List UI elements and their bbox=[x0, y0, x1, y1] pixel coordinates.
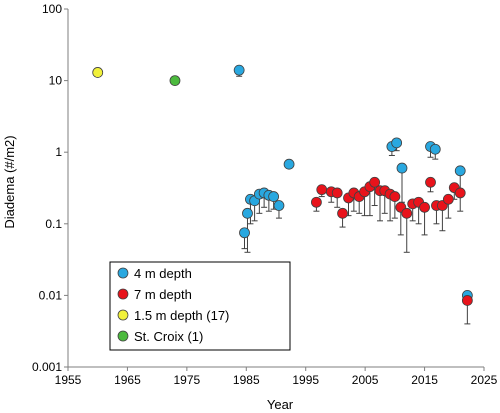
data-point bbox=[239, 227, 250, 239]
data-points bbox=[92, 64, 473, 306]
x-ticks: 1955 1965 1975 1985 1995 2005 2015 2025 bbox=[55, 367, 498, 387]
data-point bbox=[242, 207, 253, 219]
x-tick-label: 1975 bbox=[174, 373, 201, 387]
legend-label: 7 m depth bbox=[134, 287, 192, 302]
x-tick-label: 1985 bbox=[233, 373, 260, 387]
data-point bbox=[454, 165, 466, 177]
y-ticks: 0.001 0.01 0.1 1 10 100 bbox=[32, 2, 68, 374]
y-tick-label: 0.1 bbox=[45, 217, 62, 231]
data-point bbox=[169, 75, 181, 86]
legend: 4 m depth 7 m depth 1.5 m depth (17) St. Cr… bbox=[109, 261, 291, 351]
legend-label: 4 m depth bbox=[134, 266, 192, 281]
legend-marker bbox=[117, 267, 129, 279]
data-point bbox=[401, 207, 413, 219]
data-point bbox=[461, 295, 473, 306]
data-point bbox=[337, 207, 348, 219]
y-tick-label: 0.01 bbox=[39, 288, 63, 302]
legend-box bbox=[109, 261, 291, 351]
legend-label: St. Croix (1) bbox=[134, 329, 203, 344]
data-point bbox=[233, 64, 245, 76]
data-point bbox=[316, 184, 328, 196]
data-point bbox=[425, 176, 436, 188]
data-point bbox=[331, 187, 343, 199]
legend-label: 1.5 m depth (17) bbox=[134, 308, 229, 323]
data-point bbox=[442, 193, 454, 205]
data-point bbox=[311, 196, 322, 208]
data-point bbox=[391, 137, 403, 149]
x-axis-title: Year bbox=[267, 397, 294, 412]
data-point bbox=[369, 176, 381, 188]
legend-marker bbox=[117, 288, 129, 300]
x-tick-label: 2025 bbox=[471, 373, 498, 387]
y-tick-label: 1 bbox=[55, 145, 62, 159]
data-point bbox=[454, 187, 466, 199]
y-tick-label: 0.001 bbox=[32, 360, 62, 374]
x-tick-label: 1965 bbox=[114, 373, 141, 387]
x-tick-label: 2005 bbox=[352, 373, 379, 387]
data-point bbox=[396, 162, 408, 174]
x-tick-label: 1995 bbox=[292, 373, 319, 387]
data-point bbox=[273, 200, 285, 211]
data-point bbox=[429, 143, 441, 155]
legend-marker bbox=[117, 309, 129, 321]
data-point bbox=[92, 67, 104, 78]
x-tick-label: 2015 bbox=[411, 373, 438, 387]
data-point bbox=[283, 158, 295, 170]
y-axis-title: Diadema (#/m2) bbox=[2, 135, 17, 228]
x-tick-label: 1955 bbox=[55, 373, 82, 387]
data-point bbox=[268, 191, 280, 202]
data-point bbox=[419, 201, 430, 213]
y-tick-label: 10 bbox=[49, 74, 63, 88]
error-bar bbox=[403, 213, 410, 253]
legend-marker bbox=[117, 330, 129, 342]
data-point bbox=[389, 191, 401, 202]
y-tick-label: 100 bbox=[42, 2, 62, 16]
